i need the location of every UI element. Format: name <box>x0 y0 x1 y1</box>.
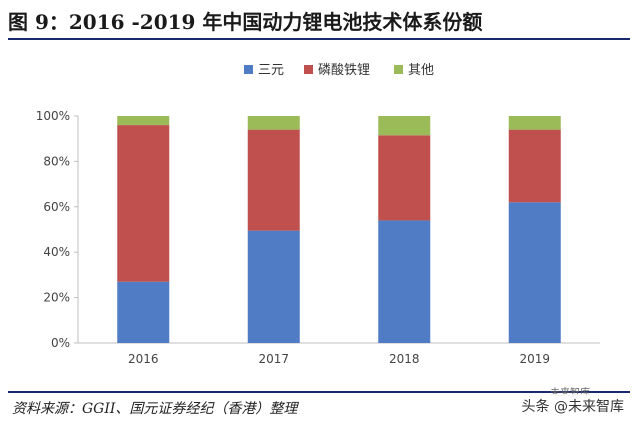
bar-2016-0 <box>117 281 170 343</box>
bar-2019-1 <box>508 129 561 203</box>
source-rule <box>8 391 630 393</box>
bar-2018-1 <box>378 135 431 221</box>
x-tick-label-3: 2019 <box>519 352 550 366</box>
title-rule <box>8 38 630 40</box>
stacked-bar-chart: 三元 磷酸铁锂 其他 0% 20% 40% 60% 80% 100% 2016 2017 2018 20… <box>36 63 600 366</box>
legend-label-1: 磷酸铁锂 <box>318 63 370 78</box>
y-tick-label-5: 100% <box>36 109 70 123</box>
y-tick-label-2: 40% <box>43 245 70 259</box>
bar-2016-1 <box>117 125 170 282</box>
y-tick-label-0: 0% <box>51 336 70 350</box>
x-tick-label-0: 2016 <box>128 352 159 366</box>
source-note: 资料来源：GGII、国元证券经纪（香港）整理 <box>12 401 298 417</box>
legend-swatch-1 <box>304 65 313 74</box>
bar-2016-2 <box>117 116 170 126</box>
bar-2018-0 <box>378 220 431 343</box>
x-tick-label-2: 2018 <box>389 352 420 366</box>
legend-swatch-2 <box>394 65 403 74</box>
y-tick-label-3: 60% <box>43 200 70 214</box>
bar-2018-2 <box>378 116 431 136</box>
bar-2017-0 <box>247 230 300 343</box>
bar-2017-2 <box>247 116 300 130</box>
x-tick-label-1: 2017 <box>258 352 289 366</box>
legend-label-0: 三元 <box>258 63 284 78</box>
bar-2019-0 <box>508 202 561 343</box>
chart-title: 图 9：2016 -2019 年中国动力锂电池技术体系份额 <box>8 10 483 34</box>
legend-swatch-0 <box>244 65 253 74</box>
bar-2017-1 <box>247 129 300 231</box>
legend-label-2: 其他 <box>408 63 434 78</box>
bar-2019-2 <box>508 116 561 130</box>
y-tick-label-1: 20% <box>43 291 70 305</box>
watermark: 头条 @未来智库 <box>515 394 630 418</box>
watermark-small: 未来智库 <box>550 384 590 399</box>
y-tick-label-4: 80% <box>43 154 70 168</box>
